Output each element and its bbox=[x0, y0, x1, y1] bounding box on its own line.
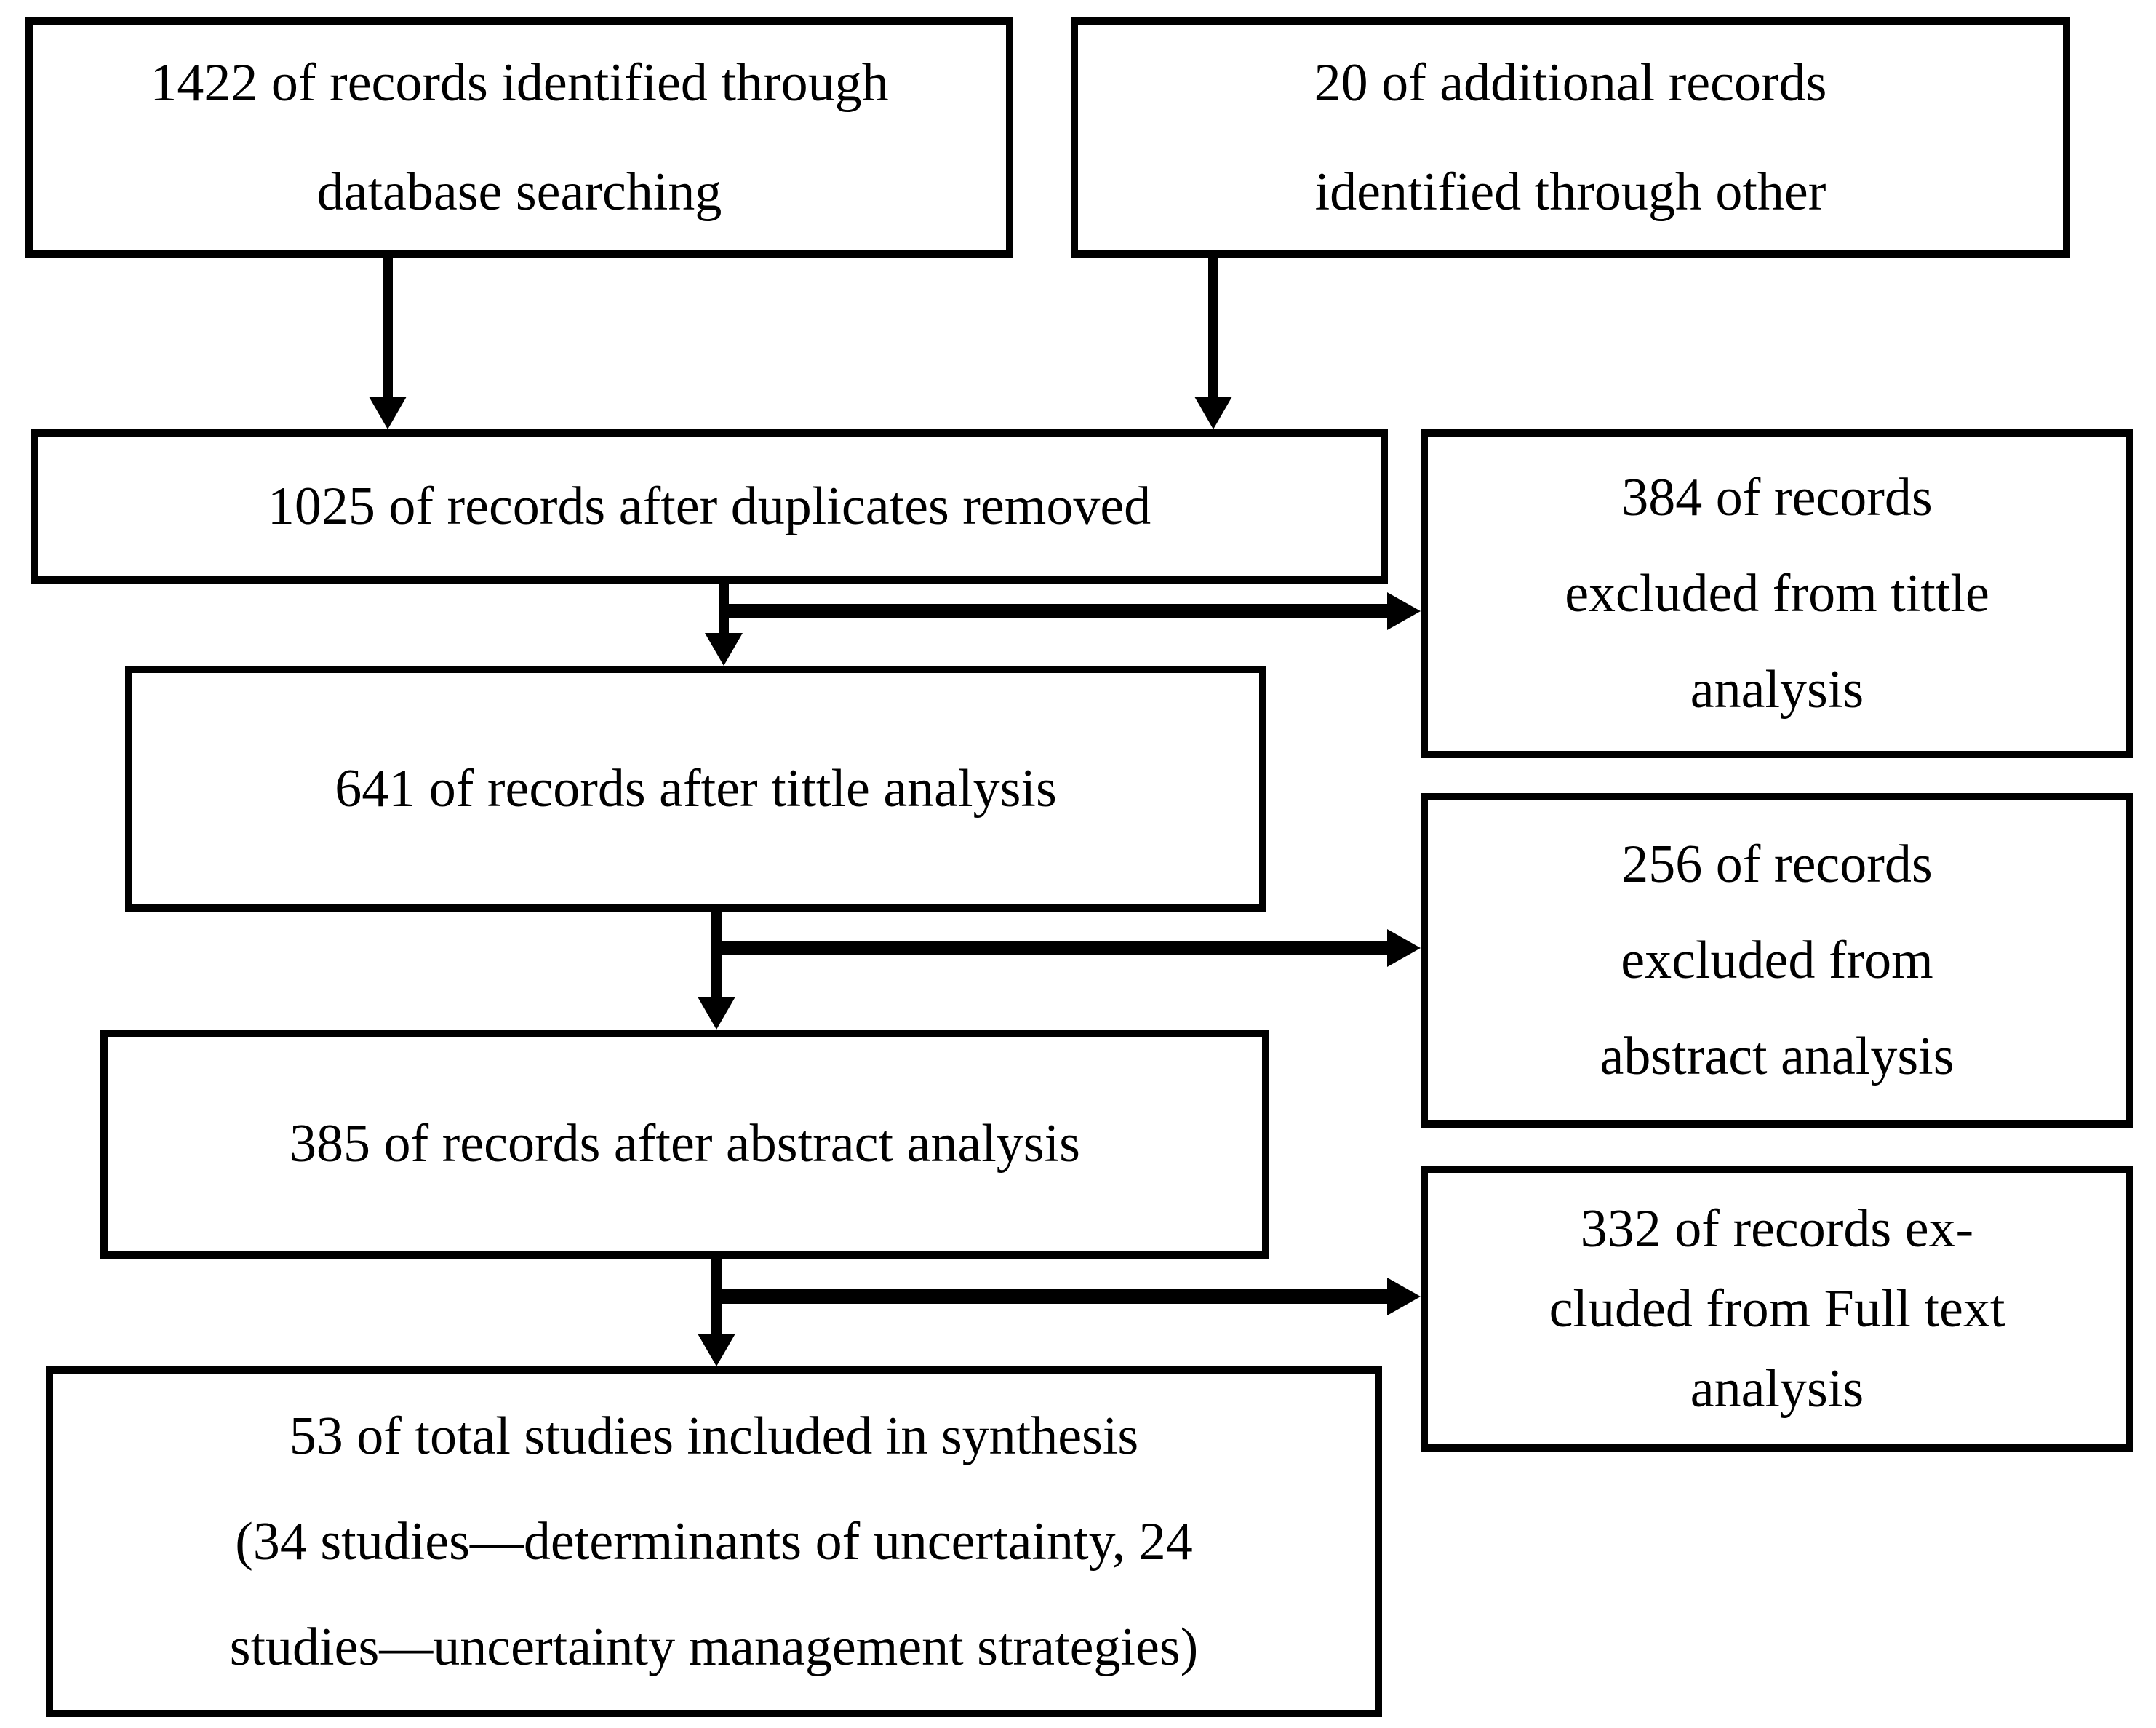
arrow-identified-to-duplicates-shaft bbox=[383, 258, 393, 397]
arrow-title-to-abstract-head-icon bbox=[698, 997, 735, 1030]
box-records-excluded-title-analysis: 384 of records excluded from tittle anal… bbox=[1421, 429, 2133, 758]
box-records-excluded-abstract-analysis: 256 of records excluded from abstract an… bbox=[1421, 793, 2133, 1128]
box-text-line: identified through other bbox=[1314, 162, 1826, 222]
arrow-abstract-to-synthesis-head-icon bbox=[698, 1334, 735, 1366]
box-text-line: 1025 of records after duplicates removed bbox=[267, 476, 1151, 536]
arrow-title-to-excluded-abstract-head-icon bbox=[1387, 929, 1421, 967]
box-text-line: 20 of additional records bbox=[1314, 53, 1827, 113]
box-text-line: 1422 of records identified through bbox=[150, 53, 889, 113]
box-records-after-duplicates-removed: 1025 of records after duplicates removed bbox=[31, 429, 1388, 584]
arrow-duplicates-to-title-head-icon bbox=[705, 633, 743, 666]
arrow-abstract-to-excluded-fulltext-shaft bbox=[711, 1289, 1388, 1304]
box-text-line: excluded from tittle bbox=[1565, 564, 1989, 624]
arrow-abstract-to-excluded-fulltext-head-icon bbox=[1387, 1278, 1421, 1315]
box-text-line: studies—uncertainty management strategie… bbox=[229, 1617, 1199, 1677]
box-text-line: 256 of records bbox=[1621, 835, 1933, 894]
box-text-line: cluded from Full text bbox=[1549, 1278, 2005, 1339]
box-text-line: 384 of records bbox=[1621, 468, 1933, 527]
box-text-line: 332 of records ex- bbox=[1580, 1198, 1974, 1259]
box-records-after-abstract-analysis: 385 of records after abstract analysis bbox=[100, 1030, 1269, 1259]
box-additional-records: 20 of additional records identified thro… bbox=[1071, 17, 2070, 258]
box-text-line: analysis bbox=[1690, 660, 1864, 720]
box-records-identified: 1422 of records identified through datab… bbox=[25, 17, 1013, 258]
box-records-after-title-analysis: 641 of records after tittle analysis bbox=[125, 666, 1266, 912]
box-records-excluded-fulltext-analysis: 332 of records ex- cluded from Full text… bbox=[1421, 1166, 2133, 1452]
box-text-line: abstract analysis bbox=[1600, 1027, 1955, 1086]
box-text-line: analysis bbox=[1690, 1358, 1864, 1419]
arrow-duplicates-to-excluded-title-head-icon bbox=[1387, 592, 1421, 630]
box-text-line: 641 of records after tittle analysis bbox=[335, 758, 1057, 819]
box-text-line: 53 of total studies included in synthesi… bbox=[289, 1406, 1139, 1466]
arrow-additional-to-duplicates-shaft bbox=[1208, 258, 1218, 397]
box-text-line: database searching bbox=[316, 162, 722, 222]
arrow-additional-to-duplicates-head-icon bbox=[1194, 397, 1232, 429]
box-text-line: excluded from bbox=[1621, 931, 1933, 990]
arrow-title-to-excluded-abstract-shaft bbox=[711, 941, 1388, 955]
arrow-identified-to-duplicates-head-icon bbox=[369, 397, 407, 429]
arrow-duplicates-to-excluded-title-shaft bbox=[719, 604, 1388, 618]
box-text-line: (34 studies—determinants of uncertainty,… bbox=[235, 1511, 1193, 1572]
box-studies-included-in-synthesis: 53 of total studies included in synthesi… bbox=[46, 1366, 1382, 1717]
box-text-line: 385 of records after abstract analysis bbox=[290, 1114, 1080, 1174]
